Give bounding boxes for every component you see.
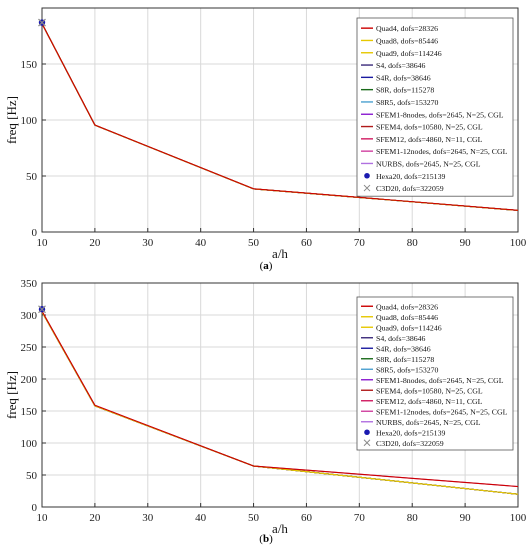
chart-b-legend-label-5: S8R, dofs=115278: [376, 355, 434, 364]
chart-a-ytick-label: 150: [21, 59, 38, 71]
chart-b-ytick-label: 0: [32, 502, 38, 514]
chart-b-legend-box: [356, 296, 514, 451]
chart-a-legend-label-6: S8R5, dofs=153270: [376, 98, 439, 107]
chart-panel-b: 10 20 30 40 50 60 70 80 90 100 0 50 100 150 200 250 300 3…: [0, 275, 532, 550]
chart-b-xtick-label: 40: [195, 512, 207, 524]
chart-a-ylabel: freq [Hz]: [4, 96, 19, 144]
chart-b-legend-label-7: SFEM1-8nodes, dofs=2645, N=25, CGL: [376, 376, 504, 385]
chart-b-svg: 10 20 30 40 50 60 70 80 90 100 0 50 100 150 200 250 300 3…: [4, 278, 527, 533]
chart-b-ytick-label: 250: [21, 342, 38, 354]
chart-a-legend-label-11: NURBS, dofs=2645, N=25, CGL: [376, 159, 481, 168]
chart-b-legend-label-4: S4R, dofs=38646: [376, 344, 431, 353]
chart-b-legend-label-1: Quad8, dofs=85446: [376, 313, 438, 322]
chart-a-ytick-label: 0: [32, 227, 38, 239]
chart-b-legend-swatch-12: [364, 429, 370, 436]
chart-b-ylabel: freq [Hz]: [4, 371, 19, 419]
chart-a-legend-swatch-12: [364, 172, 370, 179]
caption-a: (a): [259, 260, 273, 272]
chart-b-xtick-label: 10: [37, 512, 49, 524]
chart-a-legend-label-13: C3D20, dofs=322059: [376, 184, 444, 193]
chart-b-xtick-label: 30: [142, 512, 154, 524]
chart-b-xtick-label: 50: [248, 512, 260, 524]
chart-a-legend-label-9: SFEM12, dofs=4860, N=11, CGL: [376, 135, 483, 144]
chart-a-legend-swatch-13: [363, 184, 371, 192]
chart-a-xtick-label: 20: [89, 237, 101, 249]
chart-b-legend-label-10: SFEM1-12nodes, dofs=2645, N=25, CGL: [376, 407, 508, 416]
chart-a-legend-box: [356, 17, 514, 197]
caption-b: (b): [259, 533, 273, 545]
chart-a-series-line-0: [41, 23, 519, 211]
chart-b-legend-label-8: SFEM4, dofs=10580, N=25, CGL: [376, 386, 483, 395]
chart-b-axes-box: [41, 282, 519, 508]
chart-b-legend-label-9: SFEM12, dofs=4860, N=11, CGL: [376, 397, 483, 406]
chart-a-xtick-label: 50: [248, 237, 260, 249]
chart-a-legend-label-1: Quad8, dofs=85446: [376, 36, 438, 45]
chart-b-xlabel: a/h: [272, 521, 288, 533]
chart-b-legend-label-0: Quad4, dofs=28326: [376, 302, 438, 311]
chart-b-legend-label-12: Hexa20, dofs=215139: [376, 428, 445, 437]
chart-b-xtick-label: 100: [510, 512, 527, 524]
chart-b-ytick-label: 350: [21, 278, 38, 290]
chart-b-xtick-label: 60: [301, 512, 313, 524]
chart-b-legend-label-3: S4, dofs=38646: [376, 334, 426, 343]
chart-b-legend-label-13: C3D20, dofs=322059: [376, 439, 444, 448]
chart-a-xtick-label: 100: [510, 237, 527, 249]
chart-b-point-c3d20: [38, 305, 46, 314]
chart-a-xtick-label: 60: [301, 237, 313, 249]
chart-a-ytick-label: 100: [21, 115, 38, 127]
chart-a-legend-label-2: Quad9, dofs=114246: [376, 49, 442, 58]
caption-b-letter: b: [262, 533, 270, 545]
chart-a-xtick-label: 10: [37, 237, 49, 249]
chart-b-legend-label-11: NURBS, dofs=2645, N=25, CGL: [376, 418, 481, 427]
chart-a-legend-label-12: Hexa20, dofs=215139: [376, 172, 445, 181]
chart-a-legend-label-3: S4, dofs=38646: [376, 61, 426, 70]
chart-a-point-c3d20: [38, 18, 46, 27]
chart-b-ytick-label: 50: [26, 470, 38, 482]
chart-a-legend-label-8: SFEM4, dofs=10580, N=25, CGL: [376, 123, 483, 132]
chart-a-svg: 10 20 30 40 50 60 70 80 90 100 0 50 100 150 a/h freq [H…: [4, 7, 527, 258]
chart-a-xtick-label: 90: [460, 237, 472, 249]
chart-a-xlabel: a/h: [272, 246, 288, 258]
chart-a-xtick-label: 70: [354, 237, 366, 249]
chart-a-axes-box: [41, 7, 519, 233]
chart-b-ytick-label: 150: [21, 406, 38, 418]
chart-b-legend-label-6: S8R5, dofs=153270: [376, 365, 439, 374]
chart-b-xtick-label: 20: [89, 512, 101, 524]
chart-b-series-line-0: [41, 310, 519, 488]
chart-panel-a: 10 20 30 40 50 60 70 80 90 100 0 50 100 150 a/h freq [H…: [4, 7, 527, 272]
chart-a-ytick-label: 50: [26, 171, 38, 183]
chart-a-legend-label-4: S4R, dofs=38646: [376, 73, 431, 82]
chart-b-ytick-label: 300: [21, 310, 38, 322]
chart-a-legend-label-0: Quad4, dofs=28326: [376, 24, 438, 33]
chart-b-xtick-label: 80: [407, 512, 419, 524]
chart-b-legend-label-2: Quad9, dofs=114246: [376, 323, 442, 332]
chart-b-xtick-label: 70: [354, 512, 366, 524]
chart-b-ytick-label: 200: [21, 374, 38, 386]
chart-a-xtick-label: 80: [407, 237, 419, 249]
chart-a-xtick-label: 40: [195, 237, 207, 249]
chart-a-legend-label-10: SFEM1-12nodes, dofs=2645, N=25, CGL: [376, 147, 508, 156]
chart-a-legend-label-5: S8R, dofs=115278: [376, 86, 434, 95]
chart-a-xtick-label: 30: [142, 237, 154, 249]
chart-a-legend-label-7: SFEM1-8nodes, dofs=2645, N=25, CGL: [376, 110, 504, 119]
chart-b-legend-swatch-13: [363, 439, 371, 447]
chart-b-xtick-label: 90: [460, 512, 472, 524]
caption-a-letter: a: [263, 260, 269, 272]
chart-b-ytick-label: 100: [21, 438, 38, 450]
